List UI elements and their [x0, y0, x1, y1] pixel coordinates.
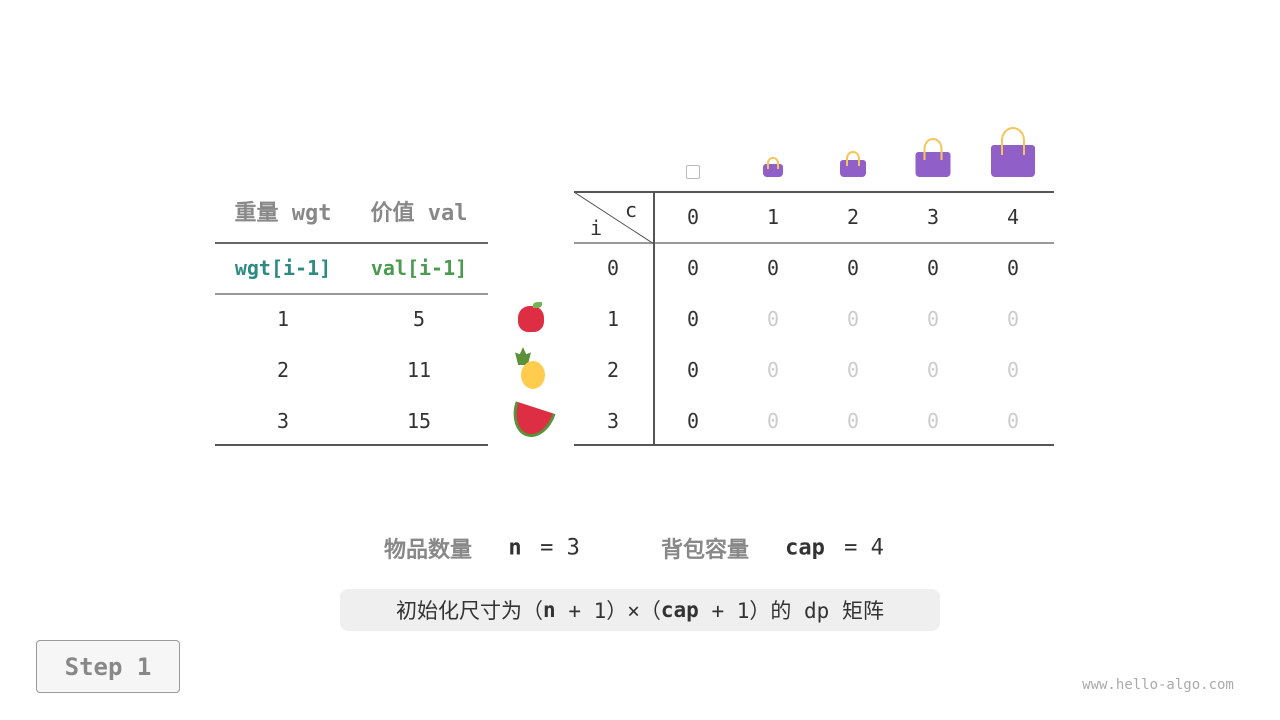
divider [215, 242, 488, 244]
dp-cell: 0 [766, 307, 780, 331]
dp-cell: 0 [926, 307, 940, 331]
dp-cell: 0 [686, 256, 700, 280]
cap-value: = 4 [844, 535, 884, 561]
weight-cell: 2 [276, 358, 290, 382]
divider [215, 293, 488, 295]
value-cell: 11 [406, 358, 432, 382]
header-value: 价值 val [370, 201, 468, 226]
dp-cell: 0 [846, 256, 860, 280]
dp-cell: 0 [846, 358, 860, 382]
watermark: www.hello-algo.com [1082, 677, 1234, 693]
row-header: 3 [606, 409, 620, 433]
dp-cell: 0 [1006, 256, 1020, 280]
caption-n: n [543, 598, 556, 622]
col-header: 3 [926, 205, 940, 229]
divider [215, 444, 488, 446]
divider [574, 191, 1054, 193]
bag-icon [915, 138, 951, 177]
row-header: 2 [606, 358, 620, 382]
subheader-wgt: wgt[i-1] [234, 256, 332, 280]
row-header: 1 [606, 307, 620, 331]
watermelon-icon [506, 401, 556, 443]
dp-cell: 0 [1006, 409, 1020, 433]
cap-label: 背包容量 [660, 538, 750, 563]
bag-icon [840, 150, 866, 177]
divider [653, 192, 655, 445]
empty-bag-icon [686, 165, 700, 179]
corner-diagonal [574, 192, 654, 244]
dp-cell: 0 [926, 358, 940, 382]
caption-text: 初始化尺寸为（ [396, 599, 544, 623]
step-button[interactable]: Step 1 [36, 640, 180, 693]
bag-icon [991, 127, 1035, 177]
dp-cell: 0 [846, 307, 860, 331]
col-header: 1 [766, 205, 780, 229]
dp-cell: 0 [926, 256, 940, 280]
value-cell: 5 [412, 307, 426, 331]
dp-cell: 0 [766, 256, 780, 280]
weight-cell: 3 [276, 409, 290, 433]
n-label: 物品数量 [383, 538, 473, 563]
dp-cell: 0 [1006, 358, 1020, 382]
apple-icon [518, 302, 544, 332]
weight-cell: 1 [276, 307, 290, 331]
caption-cap: cap [660, 598, 699, 622]
value-cell: 15 [406, 409, 432, 433]
n-value: = 3 [540, 535, 580, 561]
cap-var: cap [785, 535, 825, 561]
col-header: 4 [1006, 205, 1020, 229]
col-header: 0 [686, 205, 700, 229]
n-var: n [508, 535, 522, 561]
dp-cell: 0 [1006, 307, 1020, 331]
dp-cell: 0 [766, 358, 780, 382]
divider [574, 444, 1054, 446]
row-header: 0 [606, 256, 620, 280]
col-header: 2 [846, 205, 860, 229]
pineapple-icon [513, 347, 547, 389]
caption-text: + 1）的 dp 矩阵 [698, 599, 884, 623]
dp-cell: 0 [846, 409, 860, 433]
dp-cell: 0 [686, 307, 700, 331]
divider [574, 242, 1054, 244]
dp-cell: 0 [686, 409, 700, 433]
subheader-val: val[i-1] [370, 256, 468, 280]
bag-icon [763, 156, 783, 177]
dp-cell: 0 [766, 409, 780, 433]
corner-col-label: c [624, 198, 638, 222]
corner-row-label: i [589, 216, 603, 240]
dp-cell: 0 [926, 409, 940, 433]
dp-cell: 0 [686, 358, 700, 382]
caption-text: + 1）×（ [555, 599, 661, 623]
caption: 初始化尺寸为（ n + 1）×（ cap + 1）的 dp 矩阵 [340, 589, 940, 631]
header-weight: 重量 wgt [234, 201, 332, 226]
